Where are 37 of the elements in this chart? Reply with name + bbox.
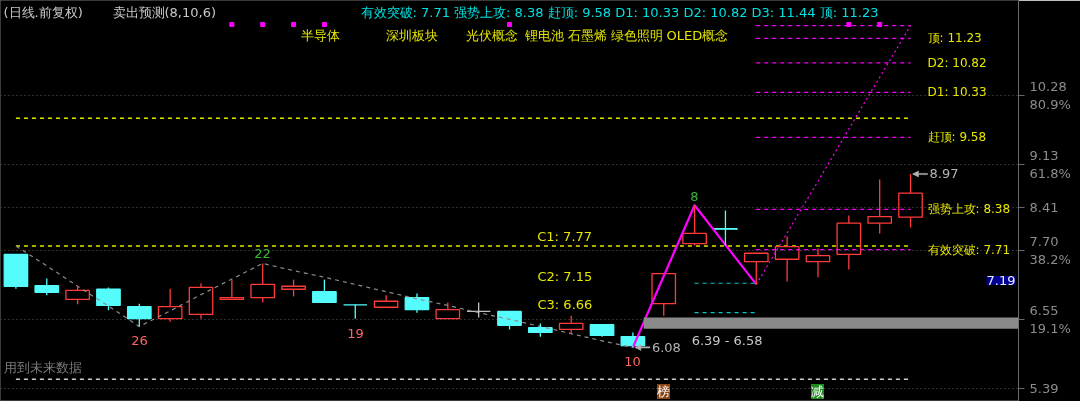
y-tick-label: 7.70 38.2% (1029, 233, 1071, 267)
annotation: C3: 6.66 (537, 297, 593, 312)
annotation: OLED概念 (666, 28, 729, 43)
annotation: 用到未来数据 (3, 360, 82, 375)
band-label: 6.39 - 6.58 (691, 332, 763, 348)
annotation: 石墨烯 (567, 28, 607, 43)
annotation: 光伏概念 (465, 28, 518, 43)
annotation: C2: 7.15 (537, 269, 593, 284)
chart-subtitle: 卖出预测(8,10,6) (112, 5, 216, 20)
annotation: 深圳板块 (385, 28, 438, 43)
annotation: 8 (690, 189, 699, 204)
y-tick-label: 10.28 80.9% (1029, 78, 1071, 112)
annotation: 榜 (657, 384, 670, 399)
annotation: 22 (254, 246, 271, 261)
annotation: 减 (811, 384, 824, 399)
y-tick-label: 6.55 19.1% (1029, 302, 1071, 336)
annotation: 半导体 (300, 28, 340, 43)
annotation: 有效突破: 7.71 强势上攻: 8.38 赶顶: 9.58 D1: 10.33 D2: 10.82 D3: 11.44 顶: 11.23 (360, 5, 879, 20)
data-label: D1: 10.33 (927, 85, 987, 100)
data-label: D2: 10.82 (927, 55, 987, 70)
annotation: 19 (347, 326, 364, 341)
y-tick-label: 5.39 (1029, 381, 1059, 397)
annotation: 10 (624, 354, 641, 369)
annotation: 绿色照明 (610, 28, 663, 43)
chart-title: (日线.前复权) (3, 5, 83, 20)
data-label: 强势上攻: 8.38 (927, 202, 1011, 217)
y-tick-label: 8.41 (1029, 200, 1059, 216)
data-label: 8.97 (929, 166, 959, 182)
y-tick-label: 9.13 61.8% (1029, 147, 1071, 181)
data-label: 顶: 11.23 (927, 31, 982, 46)
data-label: 有效突破: 7.71 (927, 242, 1011, 257)
annotation: 锂电池 (523, 28, 564, 43)
ref-line-label: C1: 7.77 (537, 229, 593, 245)
data-label: 赶顶: 9.58 (927, 130, 987, 145)
annotation: 26 (131, 333, 148, 348)
data-label: 6.08 (651, 339, 681, 355)
annotation: 7.19 (986, 273, 1016, 288)
